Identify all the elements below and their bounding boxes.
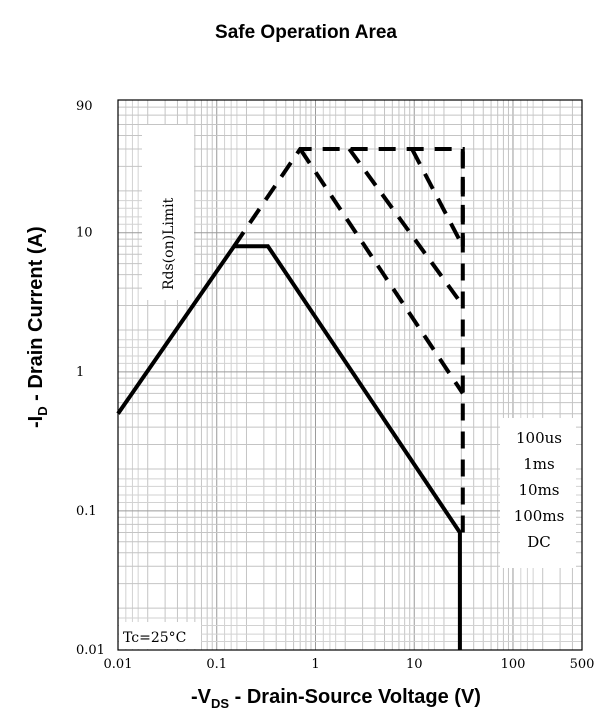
legend-item-100ms: 100ms <box>514 507 565 525</box>
legend-item-100us: 100us <box>516 429 562 447</box>
condition-annotation: Tc=25°C <box>119 622 201 649</box>
series-line-3 <box>410 148 465 248</box>
rds-limit-box <box>142 125 194 300</box>
legend-item-1ms: 1ms <box>523 455 554 473</box>
rds-limit-label: Rds(on)Limit <box>161 197 177 290</box>
x-label-prefix: -V <box>191 686 212 708</box>
x-tick-label: 0.01 <box>104 657 133 672</box>
y-tick-label: 0.01 <box>76 643 105 658</box>
series-line-2 <box>298 147 465 395</box>
legend-item-10ms: 10ms <box>518 481 559 499</box>
grid-layer <box>117 99 583 651</box>
y-tick-label: 1 <box>76 365 84 380</box>
y-label-suffix: - Drain Current (A) <box>25 226 47 406</box>
y-label-prefix: -I <box>25 416 47 428</box>
condition-box <box>119 622 201 649</box>
series-line-5 <box>116 244 462 650</box>
x-tick-label: 10 <box>406 657 423 672</box>
y-tick-label: 90 <box>76 99 93 114</box>
y-axis-label: -ID - Drain Current (A) <box>25 226 50 428</box>
x-axis-label: -VDS - Drain-Source Voltage (V) <box>191 686 481 711</box>
x-tick-label: 500 <box>570 657 594 672</box>
legend-item-dc: DC <box>527 533 551 551</box>
legend: 100us 1ms 10ms 100ms DC <box>500 418 576 568</box>
series-layer <box>116 147 465 650</box>
tick-labels: 0.01 0.1 1 10 100 500 0.01 0.1 1 10 90 <box>76 99 594 672</box>
legend-box <box>500 418 576 568</box>
x-label-subscript: DS <box>211 696 229 711</box>
y-tick-label: 0.1 <box>76 504 97 519</box>
x-tick-label: 1 <box>311 657 319 672</box>
y-tick-label: 10 <box>76 226 93 241</box>
series-line-0 <box>232 147 465 248</box>
x-tick-label: 0.1 <box>206 657 227 672</box>
rds-limit-annotation: Rds(on)Limit <box>142 125 194 300</box>
series-line-1 <box>347 147 465 307</box>
condition-label: Tc=25°C <box>123 630 186 646</box>
plot-frame <box>117 99 583 651</box>
x-tick-label: 100 <box>501 657 526 672</box>
y-label-subscript: D <box>35 406 50 415</box>
chart-title: Safe Operation Area <box>215 22 397 43</box>
x-label-suffix: - Drain-Source Voltage (V) <box>229 686 481 708</box>
